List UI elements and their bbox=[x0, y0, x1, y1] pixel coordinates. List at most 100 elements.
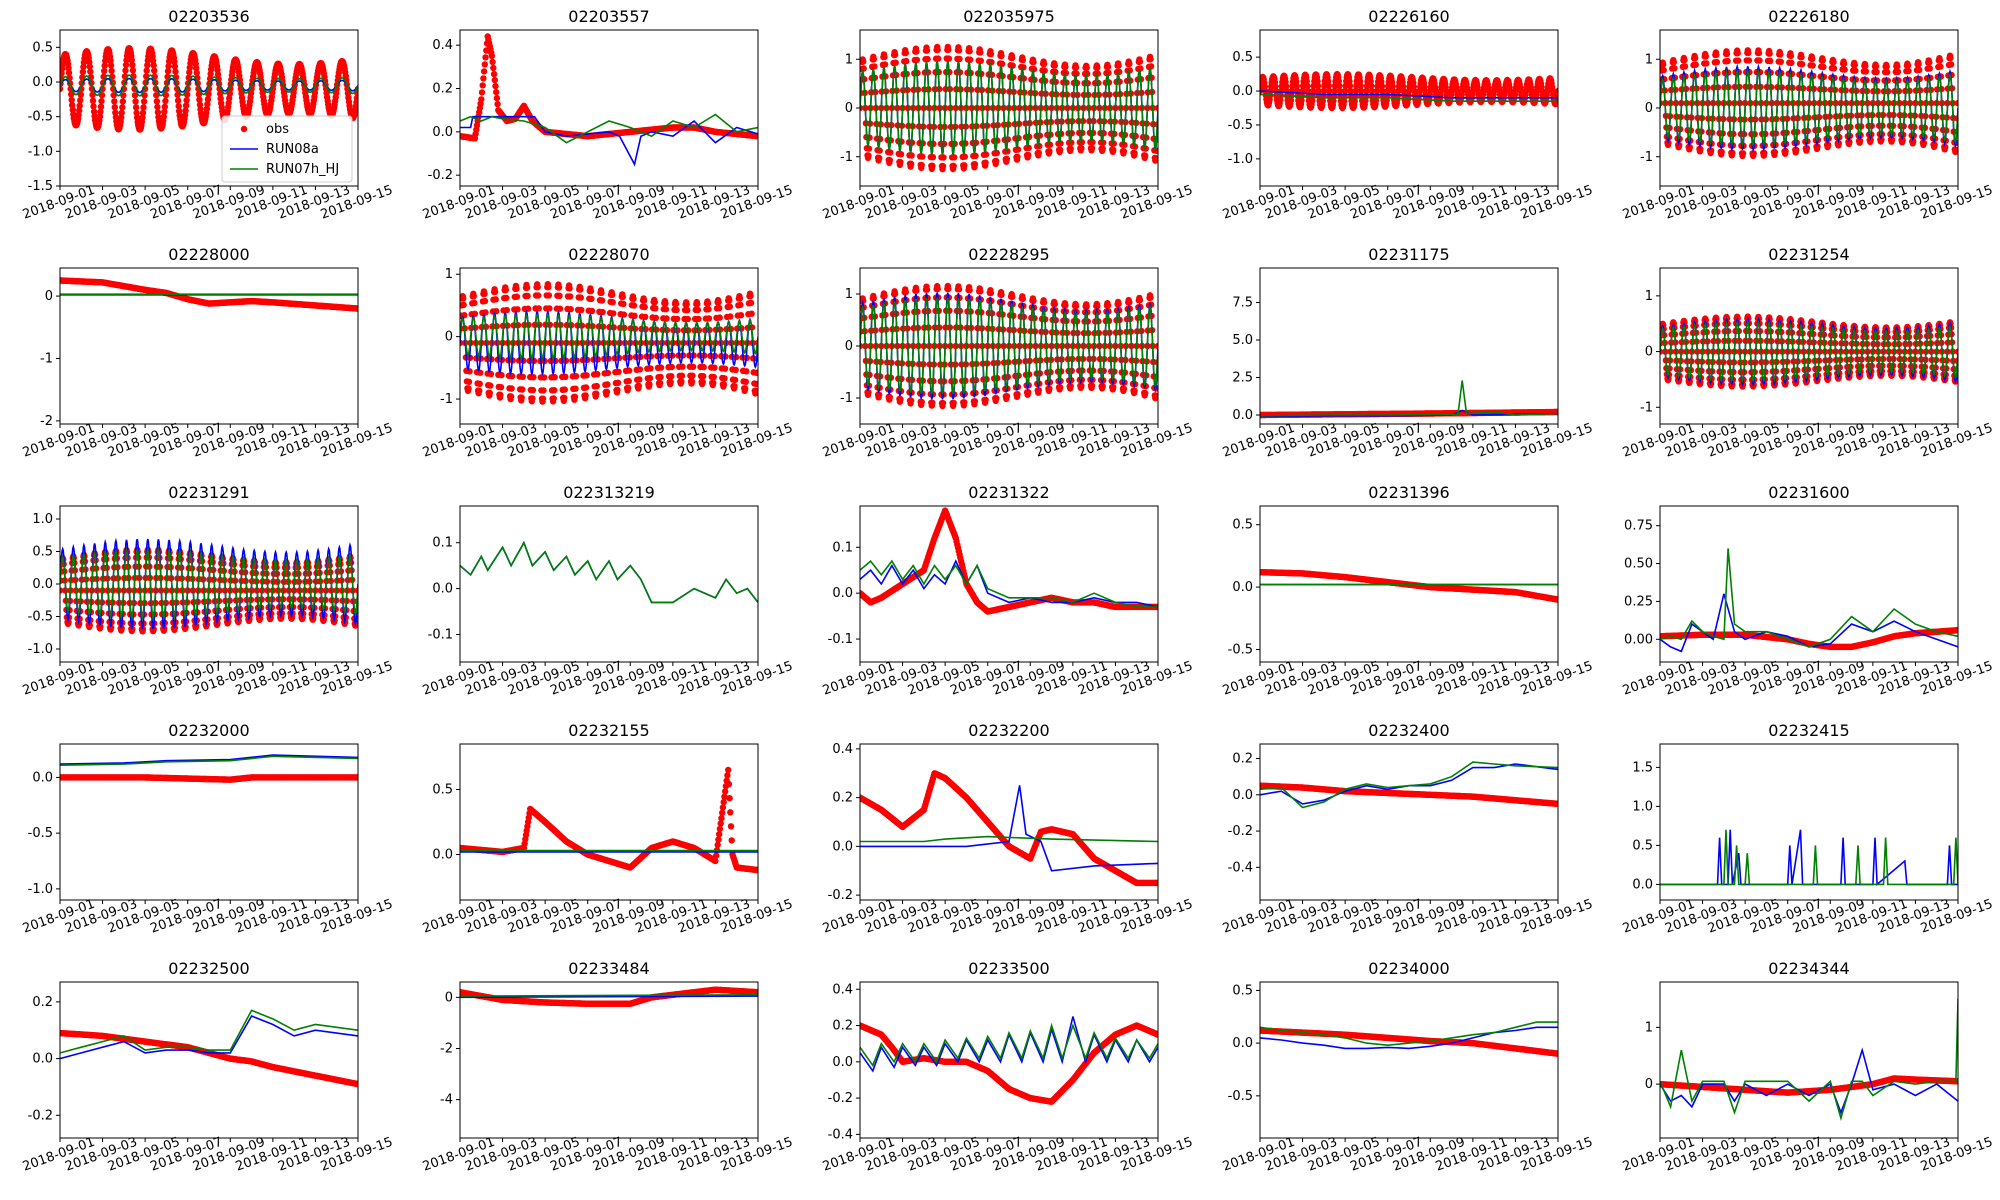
obs-point bbox=[1035, 149, 1043, 157]
obs-point bbox=[1088, 145, 1096, 152]
obs-point bbox=[1782, 147, 1789, 155]
obs-point bbox=[1389, 87, 1397, 95]
obs-point bbox=[196, 96, 203, 103]
obs-point bbox=[987, 50, 995, 58]
y-tick-label: -0.5 bbox=[28, 110, 53, 125]
obs-point bbox=[966, 287, 973, 294]
obs-point bbox=[535, 292, 542, 299]
obs-point bbox=[630, 295, 637, 302]
obs-point bbox=[881, 53, 888, 61]
plot-area bbox=[1660, 47, 1958, 160]
obs-point bbox=[720, 381, 728, 388]
obs-point bbox=[1724, 57, 1731, 65]
obs-point bbox=[951, 154, 958, 161]
obs-point bbox=[1046, 148, 1053, 155]
obs-point bbox=[86, 63, 94, 70]
y-tick-label: 0.0 bbox=[32, 75, 53, 90]
obs-point bbox=[625, 384, 632, 392]
subplot-02228000: 022280000-1-22018-09-012018-09-032018-09… bbox=[21, 245, 395, 461]
obs-point bbox=[139, 114, 146, 121]
obs-point bbox=[1019, 56, 1026, 64]
obs-point bbox=[593, 382, 600, 390]
obs-point bbox=[620, 300, 627, 308]
obs-point bbox=[993, 394, 1000, 402]
obs-point bbox=[1665, 139, 1672, 147]
obs-point bbox=[929, 162, 936, 169]
obs-point bbox=[164, 68, 172, 75]
obs-point bbox=[1735, 57, 1742, 64]
obs-point bbox=[479, 82, 486, 89]
obs-point bbox=[478, 96, 485, 103]
obs-point bbox=[490, 64, 497, 72]
obs-point bbox=[603, 388, 611, 395]
obs-point bbox=[1389, 83, 1396, 90]
obs-point bbox=[1282, 83, 1290, 90]
obs-point bbox=[987, 289, 995, 297]
subplot-title: 022035975 bbox=[963, 7, 1055, 26]
obs-point bbox=[694, 300, 701, 308]
obs-point bbox=[69, 102, 76, 109]
obs-point bbox=[513, 285, 520, 292]
obs-point bbox=[1352, 87, 1360, 95]
obs-point bbox=[1681, 63, 1689, 70]
obs-point bbox=[567, 293, 574, 300]
obs-point bbox=[487, 382, 494, 389]
obs-point bbox=[902, 49, 909, 57]
obs-point bbox=[571, 393, 579, 400]
obs-point bbox=[1025, 144, 1032, 151]
obs-point bbox=[1554, 87, 1558, 95]
obs-point bbox=[489, 58, 496, 66]
obs-point bbox=[172, 68, 179, 75]
obs-point bbox=[204, 96, 212, 103]
obs-point bbox=[923, 286, 931, 293]
obs-point bbox=[1147, 294, 1154, 301]
obs-point bbox=[993, 149, 1000, 157]
obs-point bbox=[727, 313, 734, 320]
obs-point bbox=[524, 305, 532, 312]
obs-point bbox=[523, 284, 531, 291]
subplot-title: 02228295 bbox=[968, 245, 1049, 264]
obs-point bbox=[193, 64, 200, 72]
obs-point bbox=[1936, 57, 1944, 64]
obs-point bbox=[161, 108, 168, 116]
obs-point bbox=[478, 89, 486, 96]
obs-point bbox=[704, 300, 712, 307]
obs-point bbox=[876, 154, 883, 162]
obs-point bbox=[1009, 54, 1016, 62]
legend-label: RUN07h_HJ bbox=[266, 162, 339, 177]
obs-point bbox=[673, 306, 680, 314]
obs-point bbox=[1357, 87, 1365, 95]
obs-point bbox=[1341, 87, 1349, 95]
obs-point bbox=[1315, 87, 1322, 95]
obs-point bbox=[913, 48, 920, 55]
obs-point bbox=[1319, 97, 1327, 105]
obs-point bbox=[625, 377, 632, 385]
obs-point bbox=[679, 363, 686, 370]
obs-point bbox=[1142, 152, 1149, 159]
obs-point bbox=[502, 286, 509, 294]
obs-point bbox=[1660, 61, 1667, 68]
obs-point bbox=[1884, 68, 1891, 76]
obs-point bbox=[128, 56, 135, 64]
obs-point bbox=[174, 97, 182, 104]
y-tick-label: 0 bbox=[45, 289, 53, 304]
obs-point bbox=[1767, 57, 1774, 65]
subplot-title: 02203536 bbox=[168, 7, 249, 26]
series-line-RUN07h_HJ bbox=[860, 61, 1158, 155]
obs-point bbox=[139, 109, 147, 117]
obs-point bbox=[1841, 66, 1848, 73]
obs-point bbox=[1830, 59, 1837, 66]
obs-point bbox=[133, 109, 140, 117]
obs-point bbox=[1777, 51, 1784, 58]
obs-point bbox=[175, 102, 182, 110]
obs-point bbox=[76, 102, 83, 109]
obs-point bbox=[1888, 136, 1896, 143]
obs-point bbox=[860, 65, 867, 72]
obs-point bbox=[1126, 60, 1133, 67]
obs-point bbox=[1830, 65, 1838, 72]
obs-point bbox=[598, 289, 605, 297]
y-tick-label: 0 bbox=[1645, 101, 1653, 116]
obs-point bbox=[1820, 63, 1827, 71]
obs-point bbox=[689, 363, 697, 370]
series-line-RUN07h_HJ bbox=[60, 74, 358, 97]
